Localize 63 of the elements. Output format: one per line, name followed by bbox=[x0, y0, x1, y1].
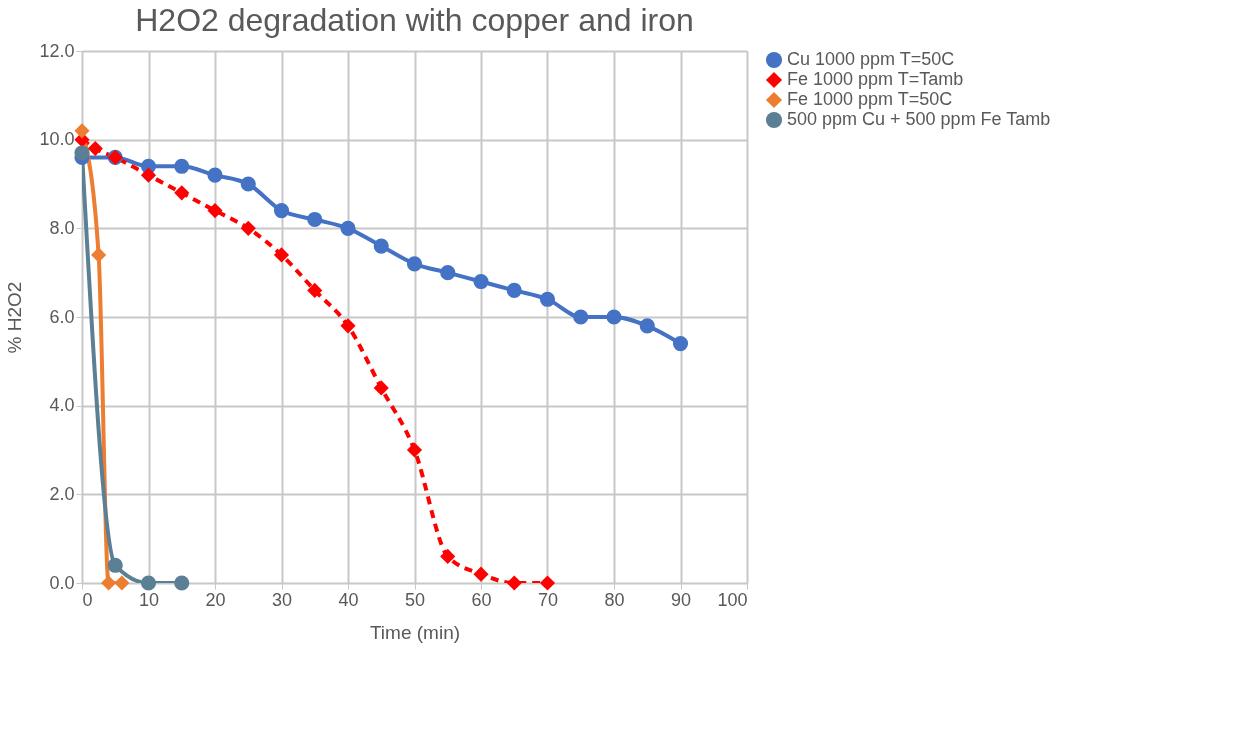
x-tick-label: 50 bbox=[404, 589, 426, 610]
point bbox=[639, 318, 655, 334]
point bbox=[174, 158, 190, 174]
point bbox=[101, 575, 117, 591]
point bbox=[506, 282, 522, 298]
x-tick-label: 0 bbox=[82, 589, 93, 610]
point bbox=[207, 167, 223, 183]
point bbox=[440, 548, 456, 564]
point bbox=[140, 575, 157, 591]
x-tick-label: 80 bbox=[604, 589, 625, 610]
point bbox=[87, 140, 103, 157]
point bbox=[539, 291, 556, 307]
point bbox=[307, 282, 323, 298]
y-tick-label: 4.0 bbox=[49, 395, 75, 416]
x-tick-label: 40 bbox=[338, 589, 359, 610]
y-tick-label: 2.0 bbox=[49, 483, 75, 504]
point bbox=[114, 575, 130, 591]
point bbox=[672, 336, 689, 352]
point bbox=[473, 566, 489, 582]
x-tick-label: 60 bbox=[471, 589, 492, 610]
point bbox=[273, 203, 290, 219]
legend-label: Fe 1000 ppm T=50C bbox=[787, 89, 953, 109]
y-axis-title: % H2O2 bbox=[4, 281, 26, 354]
y-tick-label: 8.0 bbox=[49, 217, 75, 238]
point bbox=[373, 380, 389, 396]
point bbox=[107, 557, 123, 573]
point bbox=[406, 256, 423, 272]
y-tick-label: 0.0 bbox=[49, 572, 75, 593]
x-tick-label: 90 bbox=[670, 589, 692, 610]
x-axis-title: Time (min) bbox=[369, 621, 461, 643]
point bbox=[440, 265, 456, 281]
point bbox=[273, 247, 290, 263]
point bbox=[240, 220, 256, 236]
point bbox=[606, 309, 622, 325]
x-tick-label: 100 bbox=[717, 589, 748, 610]
point bbox=[174, 575, 190, 591]
point bbox=[74, 145, 90, 161]
x-tick-label: 30 bbox=[271, 589, 293, 610]
legend-label: Cu 1000 ppm T=50C bbox=[787, 49, 955, 69]
point bbox=[307, 211, 323, 228]
legend-label: Fe 1000 ppm T=Tamb bbox=[787, 69, 964, 89]
point bbox=[506, 575, 522, 591]
point bbox=[74, 123, 90, 139]
point bbox=[406, 442, 423, 458]
point bbox=[240, 176, 256, 192]
point bbox=[207, 203, 223, 219]
point bbox=[140, 167, 157, 183]
point bbox=[573, 309, 589, 325]
point bbox=[473, 273, 489, 290]
x-tick-label: 70 bbox=[537, 589, 559, 610]
point bbox=[373, 238, 389, 254]
point bbox=[174, 185, 190, 201]
legend-label: 500 ppm Cu + 500 ppm Fe Tamb bbox=[787, 109, 1051, 129]
y-tick-label: 6.0 bbox=[49, 306, 75, 327]
point bbox=[539, 575, 556, 591]
point bbox=[340, 220, 356, 236]
y-tick-label: 12.0 bbox=[39, 40, 75, 61]
x-tick-label: 20 bbox=[205, 589, 226, 610]
y-tick-label: 10.0 bbox=[39, 129, 75, 150]
x-tick-label: 10 bbox=[138, 589, 160, 610]
point bbox=[340, 318, 356, 334]
point bbox=[91, 247, 107, 263]
chart-title: H2O2 degradation with copper and iron bbox=[135, 2, 694, 38]
